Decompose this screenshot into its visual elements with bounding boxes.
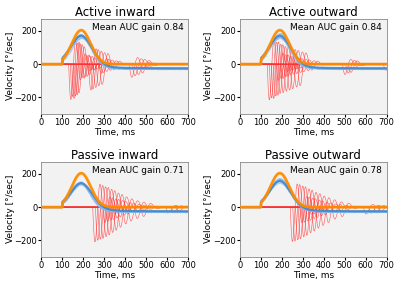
Title: Active inward: Active inward <box>74 5 155 19</box>
Text: Mean AUC gain 0.84: Mean AUC gain 0.84 <box>92 23 184 32</box>
Y-axis label: Velocity [°/sec]: Velocity [°/sec] <box>6 32 14 100</box>
X-axis label: Time, ms: Time, ms <box>293 271 334 281</box>
Title: Passive outward: Passive outward <box>265 148 361 162</box>
X-axis label: Time, ms: Time, ms <box>94 271 135 281</box>
Y-axis label: Velocity [°/sec]: Velocity [°/sec] <box>204 32 213 100</box>
Y-axis label: Velocity [°/sec]: Velocity [°/sec] <box>204 175 213 243</box>
Y-axis label: Velocity [°/sec]: Velocity [°/sec] <box>6 175 14 243</box>
Text: Mean AUC gain 0.84: Mean AUC gain 0.84 <box>290 23 382 32</box>
Text: Mean AUC gain 0.71: Mean AUC gain 0.71 <box>92 166 184 175</box>
X-axis label: Time, ms: Time, ms <box>94 128 135 138</box>
Title: Active outward: Active outward <box>269 5 358 19</box>
X-axis label: Time, ms: Time, ms <box>293 128 334 138</box>
Title: Passive inward: Passive inward <box>71 148 158 162</box>
Text: Mean AUC gain 0.78: Mean AUC gain 0.78 <box>290 166 382 175</box>
